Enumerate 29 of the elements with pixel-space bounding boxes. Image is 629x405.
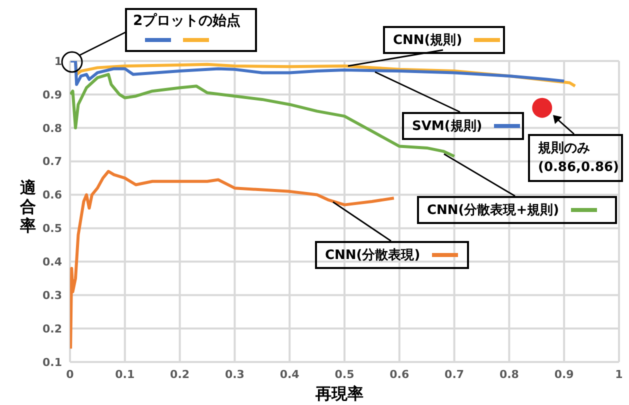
y-tick-label: 1 bbox=[54, 54, 62, 68]
legend-label: CNN(規則) bbox=[383, 26, 505, 54]
y-tick-label: 0.3 bbox=[42, 289, 62, 302]
x-tick-label: 0.8 bbox=[499, 368, 519, 381]
y-tick-label: 0.4 bbox=[42, 256, 62, 269]
y-tick-label: 0.5 bbox=[42, 222, 62, 236]
text: 2プロットの始点 bbox=[133, 12, 242, 30]
x-tick-label: 0.3 bbox=[224, 368, 244, 381]
x-tick-label: 0.9 bbox=[554, 368, 574, 381]
x-tick-label: 0.5 bbox=[334, 368, 354, 381]
y-tick-label: 0.9 bbox=[42, 88, 62, 102]
x-tick-label: 0.2 bbox=[170, 368, 190, 381]
y-tick-label: 0.2 bbox=[42, 322, 62, 336]
x-tick-label: 0.7 bbox=[444, 368, 464, 381]
x-tick-label: 0.1 bbox=[115, 368, 135, 381]
annotation: 規則のみ (0.86,0.86) bbox=[528, 134, 623, 182]
y-tick-label: 0.7 bbox=[42, 155, 62, 168]
y-tick-label: 0.1 bbox=[42, 356, 62, 369]
legend-label: CNN(分散表現+規則) bbox=[417, 196, 617, 224]
y-tick-label: 0.6 bbox=[42, 188, 62, 202]
y-axis-title: 適合率 bbox=[18, 178, 37, 235]
x-tick-label: 1 bbox=[615, 368, 623, 381]
legend-label: SVM(規則) bbox=[402, 112, 524, 140]
x-tick-label: 0 bbox=[66, 368, 74, 381]
x-tick-label: 0.6 bbox=[390, 368, 410, 381]
x-axis-title: 再現率 bbox=[314, 384, 364, 405]
legend-label: CNN(分散表現) bbox=[315, 241, 469, 269]
y-tick-label: 0.8 bbox=[42, 122, 62, 135]
x-tick-label: 0.4 bbox=[280, 368, 300, 381]
